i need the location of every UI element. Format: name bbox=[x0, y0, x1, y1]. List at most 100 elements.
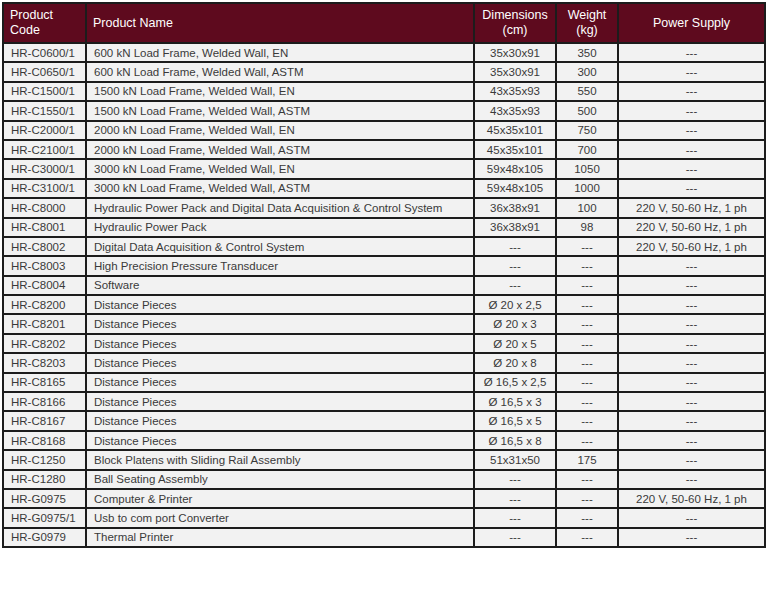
cell-power-supply: --- bbox=[618, 450, 765, 469]
cell-dimensions: Ø 20 x 3 bbox=[474, 314, 556, 333]
cell-product-name: Distance Pieces bbox=[86, 431, 474, 450]
cell-product-code: HR-C8165 bbox=[3, 373, 86, 392]
cell-weight: 1050 bbox=[556, 159, 618, 178]
table-row: HR-G0975Computer & Printer------220 V, 5… bbox=[3, 489, 765, 508]
cell-dimensions: Ø 16,5 x 2,5 bbox=[474, 373, 556, 392]
cell-product-code: HR-C8000 bbox=[3, 198, 86, 217]
cell-power-supply: --- bbox=[618, 82, 765, 101]
cell-product-code: HR-C8003 bbox=[3, 256, 86, 275]
cell-product-code: HR-C3100/1 bbox=[3, 179, 86, 198]
cell-weight: --- bbox=[556, 256, 618, 275]
cell-product-name: 2000 kN Load Frame, Welded Wall, EN bbox=[86, 121, 474, 140]
cell-product-code: HR-C8166 bbox=[3, 392, 86, 411]
cell-product-code: HR-C1250 bbox=[3, 450, 86, 469]
table-row: HR-C8004Software--------- bbox=[3, 276, 765, 295]
table-row: HR-C8201Distance PiecesØ 20 x 3------ bbox=[3, 314, 765, 333]
table-row: HR-C8166Distance PiecesØ 16,5 x 3------ bbox=[3, 392, 765, 411]
cell-power-supply: --- bbox=[618, 373, 765, 392]
cell-dimensions: --- bbox=[474, 508, 556, 527]
cell-power-supply: 220 V, 50-60 Hz, 1 ph bbox=[618, 489, 765, 508]
cell-product-name: Hydraulic Power Pack and Digital Data Ac… bbox=[86, 198, 474, 217]
cell-power-supply: --- bbox=[618, 314, 765, 333]
table-row: HR-G0975/1Usb to com port Converter-----… bbox=[3, 508, 765, 527]
table-row: HR-C3100/13000 kN Load Frame, Welded Wal… bbox=[3, 179, 765, 198]
cell-product-code: HR-C8001 bbox=[3, 218, 86, 237]
header-product-code: Product Code bbox=[3, 3, 86, 43]
cell-product-name: Distance Pieces bbox=[86, 411, 474, 430]
table-row: HR-C8003High Precision Pressure Transduc… bbox=[3, 256, 765, 275]
cell-weight: 100 bbox=[556, 198, 618, 217]
cell-power-supply: 220 V, 50-60 Hz, 1 ph bbox=[618, 218, 765, 237]
table-row: HR-C8203Distance PiecesØ 20 x 8------ bbox=[3, 353, 765, 372]
header-power-supply: Power Supply bbox=[618, 3, 765, 43]
cell-dimensions: --- bbox=[474, 470, 556, 489]
cell-power-supply: --- bbox=[618, 334, 765, 353]
cell-product-name: Computer & Printer bbox=[86, 489, 474, 508]
cell-product-code: HR-C0650/1 bbox=[3, 62, 86, 81]
table-row: HR-C3000/13000 kN Load Frame, Welded Wal… bbox=[3, 159, 765, 178]
cell-weight: 175 bbox=[556, 450, 618, 469]
cell-power-supply: --- bbox=[618, 140, 765, 159]
cell-dimensions: 36x38x91 bbox=[474, 198, 556, 217]
header-dimensions: Dimensions (cm) bbox=[474, 3, 556, 43]
table-header: Product Code Product Name Dimensions (cm… bbox=[3, 3, 765, 43]
cell-weight: --- bbox=[556, 508, 618, 527]
cell-power-supply: --- bbox=[618, 276, 765, 295]
cell-product-code: HR-C3000/1 bbox=[3, 159, 86, 178]
cell-dimensions: Ø 16,5 x 8 bbox=[474, 431, 556, 450]
cell-dimensions: 59x48x105 bbox=[474, 179, 556, 198]
cell-power-supply: --- bbox=[618, 62, 765, 81]
cell-dimensions: Ø 16,5 x 5 bbox=[474, 411, 556, 430]
cell-product-name: Distance Pieces bbox=[86, 334, 474, 353]
cell-product-code: HR-G0975/1 bbox=[3, 508, 86, 527]
cell-dimensions: --- bbox=[474, 237, 556, 256]
cell-dimensions: --- bbox=[474, 276, 556, 295]
table-row: HR-G0979Thermal Printer--------- bbox=[3, 528, 765, 547]
table-row: HR-C0650/1600 kN Load Frame, Welded Wall… bbox=[3, 62, 765, 81]
cell-product-name: Ball Seating Assembly bbox=[86, 470, 474, 489]
cell-power-supply: --- bbox=[618, 256, 765, 275]
cell-weight: 500 bbox=[556, 101, 618, 120]
cell-product-name: Software bbox=[86, 276, 474, 295]
cell-weight: --- bbox=[556, 295, 618, 314]
cell-power-supply: --- bbox=[618, 121, 765, 140]
table-row: HR-C8167Distance PiecesØ 16,5 x 5------ bbox=[3, 411, 765, 430]
cell-power-supply: --- bbox=[618, 508, 765, 527]
cell-power-supply: --- bbox=[618, 353, 765, 372]
table-row: HR-C8200Distance PiecesØ 20 x 2,5------ bbox=[3, 295, 765, 314]
cell-product-code: HR-C0600/1 bbox=[3, 43, 86, 62]
table-row: HR-C2100/12000 kN Load Frame, Welded Wal… bbox=[3, 140, 765, 159]
cell-power-supply: 220 V, 50-60 Hz, 1 ph bbox=[618, 237, 765, 256]
cell-product-code: HR-C8167 bbox=[3, 411, 86, 430]
cell-weight: 750 bbox=[556, 121, 618, 140]
table-row: HR-C1280Ball Seating Assembly--------- bbox=[3, 470, 765, 489]
cell-weight: 700 bbox=[556, 140, 618, 159]
table-row: HR-C8000Hydraulic Power Pack and Digital… bbox=[3, 198, 765, 217]
cell-product-name: 1500 kN Load Frame, Welded Wall, EN bbox=[86, 82, 474, 101]
cell-product-code: HR-C2100/1 bbox=[3, 140, 86, 159]
cell-product-name: Distance Pieces bbox=[86, 373, 474, 392]
cell-weight: --- bbox=[556, 334, 618, 353]
cell-dimensions: 35x30x91 bbox=[474, 43, 556, 62]
cell-product-name: Usb to com port Converter bbox=[86, 508, 474, 527]
cell-dimensions: 51x31x50 bbox=[474, 450, 556, 469]
cell-product-name: Block Platens with Sliding Rail Assembly bbox=[86, 450, 474, 469]
cell-dimensions: 43x35x93 bbox=[474, 101, 556, 120]
cell-product-name: Digital Data Acquisition & Control Syste… bbox=[86, 237, 474, 256]
header-weight: Weight (kg) bbox=[556, 3, 618, 43]
cell-dimensions: 45x35x101 bbox=[474, 140, 556, 159]
cell-product-name: Thermal Printer bbox=[86, 528, 474, 547]
cell-weight: --- bbox=[556, 314, 618, 333]
cell-product-name: 3000 kN Load Frame, Welded Wall, EN bbox=[86, 159, 474, 178]
cell-product-code: HR-C8200 bbox=[3, 295, 86, 314]
cell-weight: --- bbox=[556, 353, 618, 372]
cell-weight: 550 bbox=[556, 82, 618, 101]
cell-product-name: 2000 kN Load Frame, Welded Wall, ASTM bbox=[86, 140, 474, 159]
cell-product-code: HR-C1500/1 bbox=[3, 82, 86, 101]
cell-product-code: HR-C8201 bbox=[3, 314, 86, 333]
cell-power-supply: --- bbox=[618, 101, 765, 120]
table-row: HR-C2000/12000 kN Load Frame, Welded Wal… bbox=[3, 121, 765, 140]
cell-weight: 300 bbox=[556, 62, 618, 81]
cell-weight: 98 bbox=[556, 218, 618, 237]
table-row: HR-C0600/1600 kN Load Frame, Welded Wall… bbox=[3, 43, 765, 62]
